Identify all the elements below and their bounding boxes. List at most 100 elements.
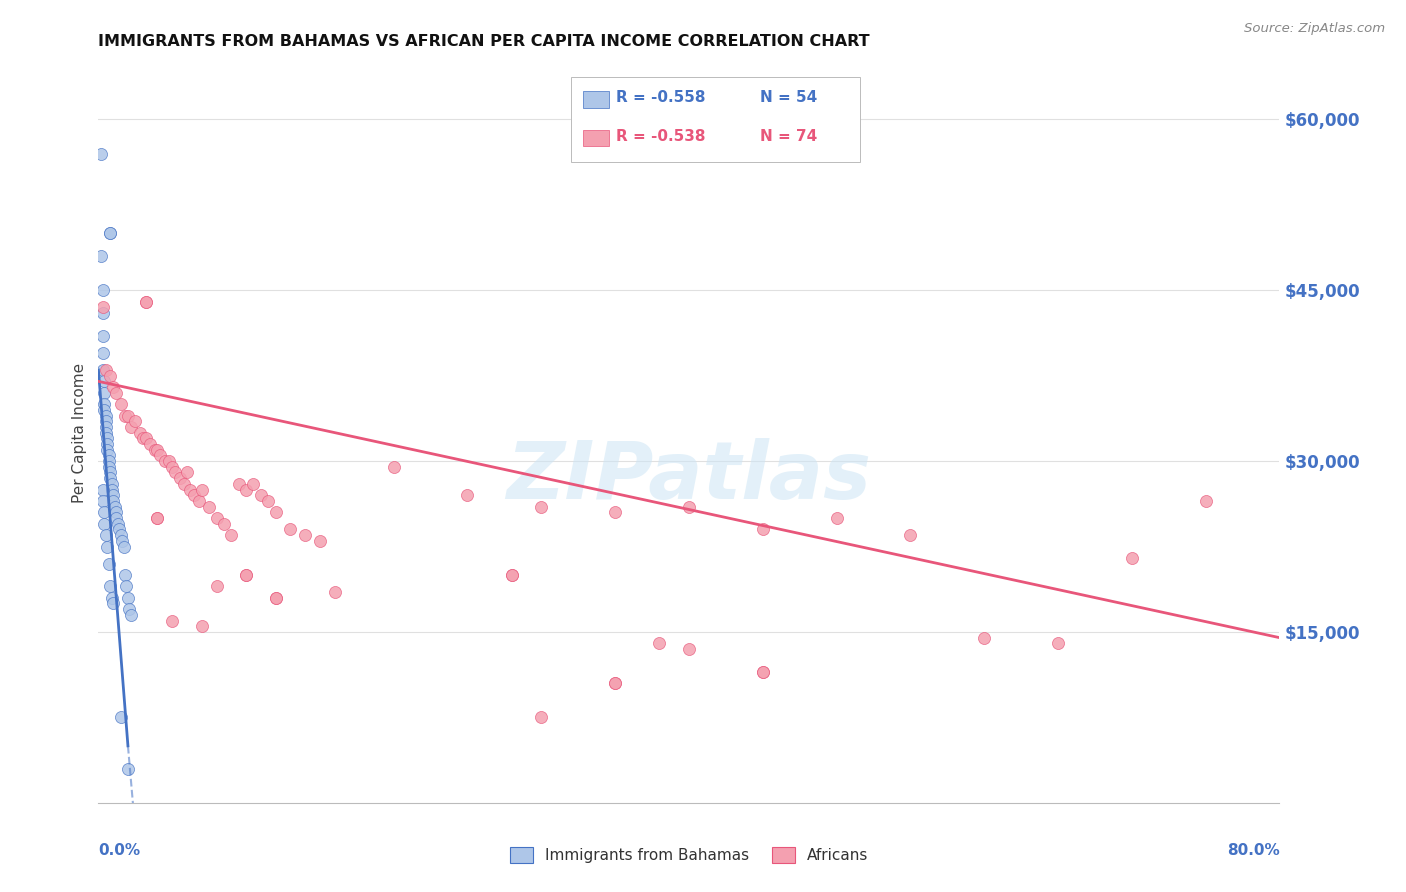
Text: N = 74: N = 74	[759, 129, 817, 144]
Point	[100, 483, 122, 497]
Point	[114, 409, 136, 423]
Point	[264, 591, 287, 605]
Point	[120, 420, 142, 434]
Point	[117, 409, 139, 423]
Point	[1195, 494, 1218, 508]
Point	[678, 500, 700, 514]
Point	[157, 454, 180, 468]
Point	[457, 488, 479, 502]
Point	[235, 568, 257, 582]
Text: N = 54: N = 54	[759, 90, 817, 105]
Point	[114, 568, 136, 582]
Point	[105, 385, 128, 400]
Point	[1121, 550, 1143, 565]
Point	[678, 642, 700, 657]
Point	[97, 557, 120, 571]
Point	[91, 283, 114, 297]
Point	[128, 425, 150, 440]
Point	[94, 425, 117, 440]
Point	[108, 523, 131, 537]
Point	[93, 397, 115, 411]
Point	[115, 579, 138, 593]
Point	[228, 476, 250, 491]
Point	[191, 483, 214, 497]
Point	[91, 494, 114, 508]
Point	[221, 528, 243, 542]
FancyBboxPatch shape	[582, 91, 609, 108]
Point	[309, 533, 332, 548]
Point	[205, 511, 228, 525]
Point	[648, 636, 671, 650]
Point	[94, 363, 117, 377]
Point	[93, 505, 115, 519]
Point	[139, 437, 162, 451]
Point	[179, 483, 201, 497]
Point	[96, 431, 118, 445]
Point	[825, 511, 848, 525]
Text: R = -0.558: R = -0.558	[616, 90, 706, 105]
Point	[94, 414, 117, 428]
Point	[90, 249, 112, 263]
Point	[94, 420, 117, 434]
Point	[530, 500, 553, 514]
Point	[100, 476, 122, 491]
Point	[112, 540, 135, 554]
Point	[93, 402, 115, 417]
Point	[100, 591, 122, 605]
Point	[98, 227, 121, 241]
Point	[91, 328, 114, 343]
Point	[103, 380, 125, 394]
Point	[98, 368, 121, 383]
Point	[501, 568, 523, 582]
Point	[162, 459, 183, 474]
Point	[973, 631, 995, 645]
Point	[250, 488, 273, 502]
Point	[94, 528, 117, 542]
Point	[162, 614, 183, 628]
Point	[165, 466, 187, 480]
Text: Source: ZipAtlas.com: Source: ZipAtlas.com	[1244, 22, 1385, 36]
Point	[264, 505, 287, 519]
Point	[98, 471, 121, 485]
Point	[605, 505, 627, 519]
Point	[146, 511, 169, 525]
Point	[117, 591, 139, 605]
Text: 0.0%: 0.0%	[98, 843, 141, 857]
Point	[93, 385, 115, 400]
Point	[103, 597, 125, 611]
Point	[110, 528, 132, 542]
Point	[91, 483, 114, 497]
Point	[501, 568, 523, 582]
Point	[97, 454, 120, 468]
Point	[120, 607, 142, 622]
Point	[96, 540, 118, 554]
Point	[98, 466, 121, 480]
Point	[153, 454, 176, 468]
Point	[212, 516, 235, 531]
Point	[91, 346, 114, 360]
Point	[135, 294, 157, 309]
Point	[146, 442, 169, 457]
Text: R = -0.538: R = -0.538	[616, 129, 706, 144]
Point	[104, 500, 127, 514]
Point	[183, 488, 205, 502]
Point	[90, 146, 112, 161]
Point	[173, 476, 195, 491]
Legend: Immigrants from Bahamas, Africans: Immigrants from Bahamas, Africans	[503, 841, 875, 869]
Point	[105, 505, 128, 519]
Point	[530, 710, 553, 724]
Point	[143, 442, 166, 457]
FancyBboxPatch shape	[571, 78, 860, 162]
Text: 80.0%: 80.0%	[1226, 843, 1279, 857]
Point	[96, 442, 118, 457]
Point	[187, 494, 209, 508]
Point	[135, 431, 157, 445]
Point	[93, 375, 115, 389]
Point	[235, 483, 257, 497]
Point	[110, 710, 132, 724]
Point	[149, 449, 172, 463]
Point	[605, 676, 627, 690]
Point	[97, 459, 120, 474]
Point	[118, 602, 141, 616]
Y-axis label: Per Capita Income: Per Capita Income	[72, 362, 87, 503]
